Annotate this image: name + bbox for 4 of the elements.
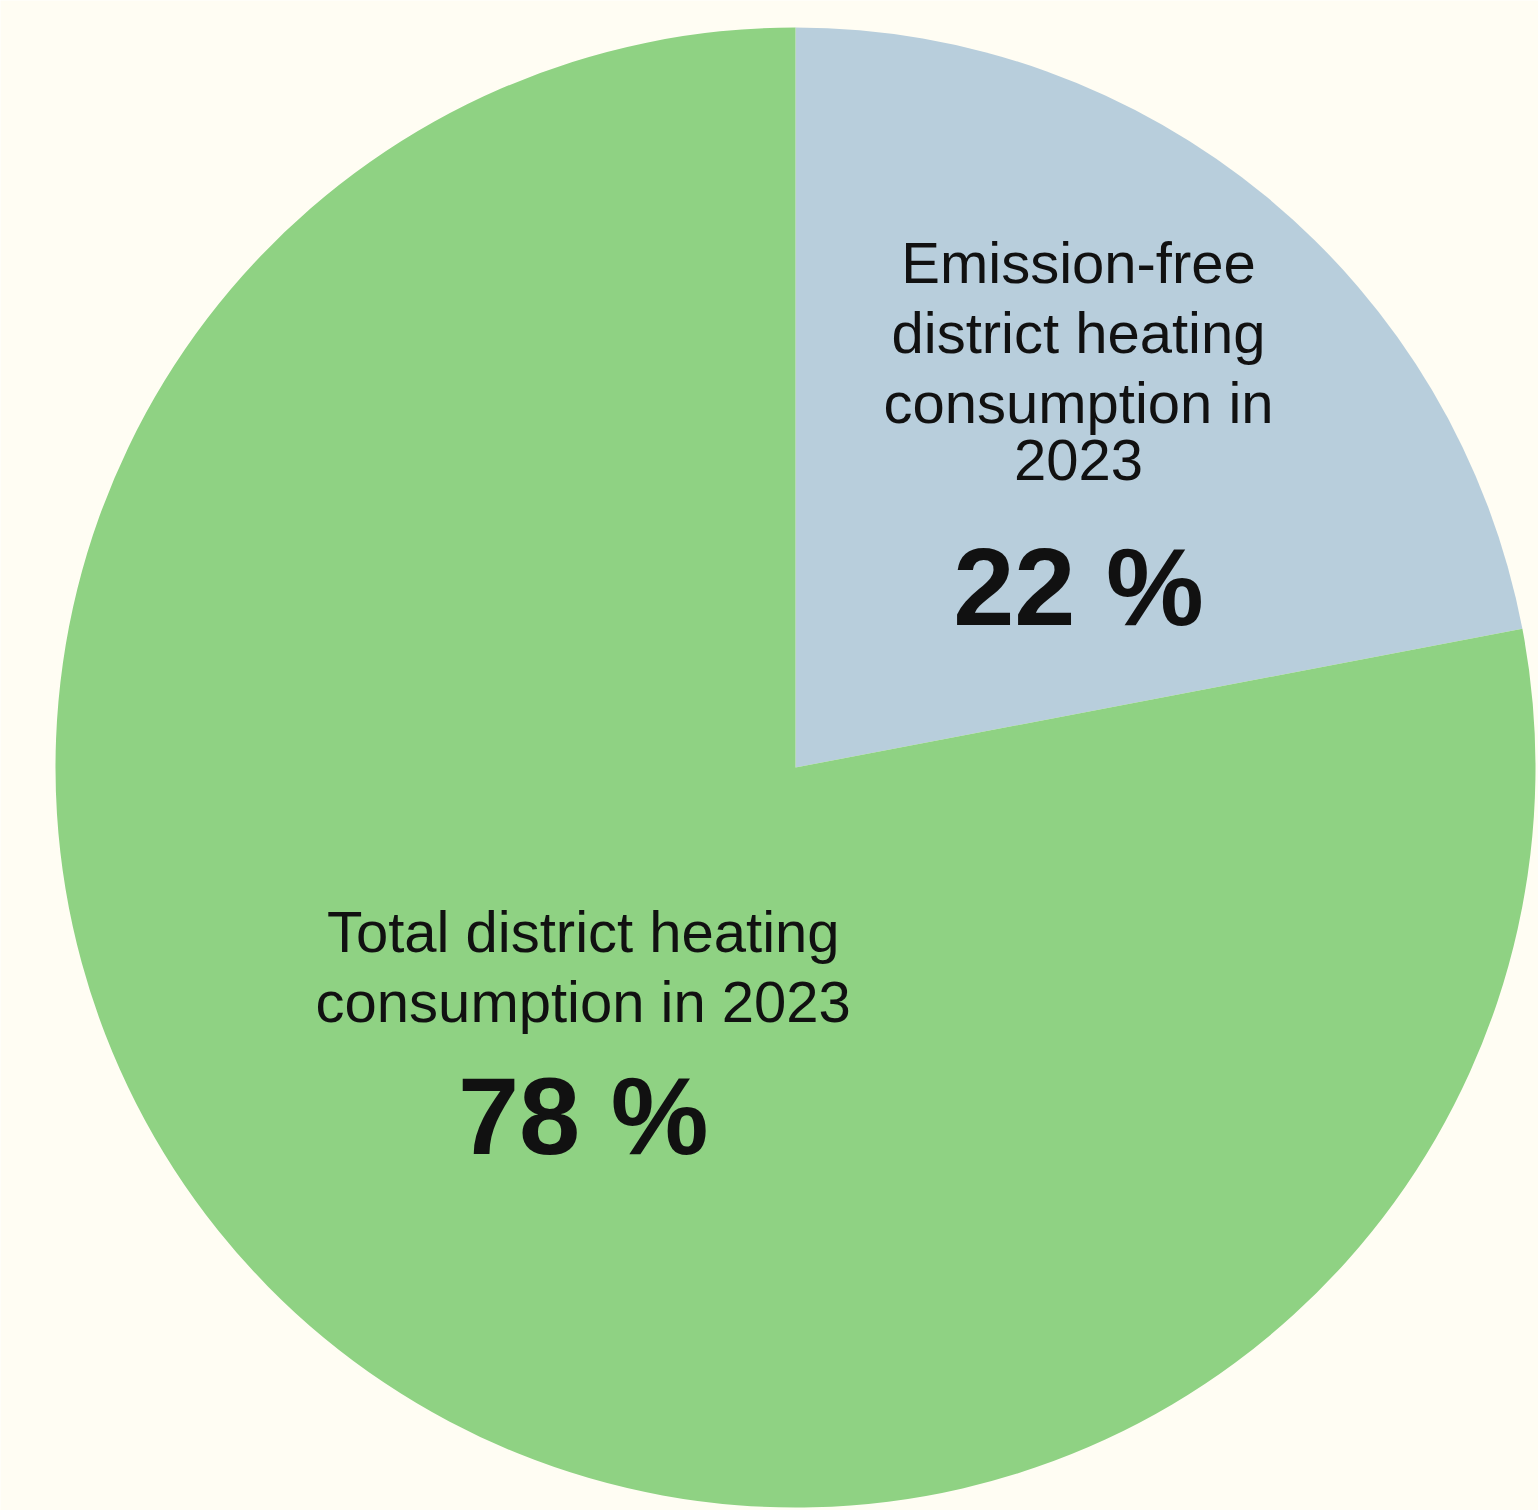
data-label: 78 %: [457, 1054, 709, 1178]
slice-label: Total district heating consumption in 2023: [315, 899, 851, 1035]
data-label: 22 %: [953, 525, 1204, 649]
slice-label: Emission-free district heating consumption in 2023: [883, 230, 1274, 493]
